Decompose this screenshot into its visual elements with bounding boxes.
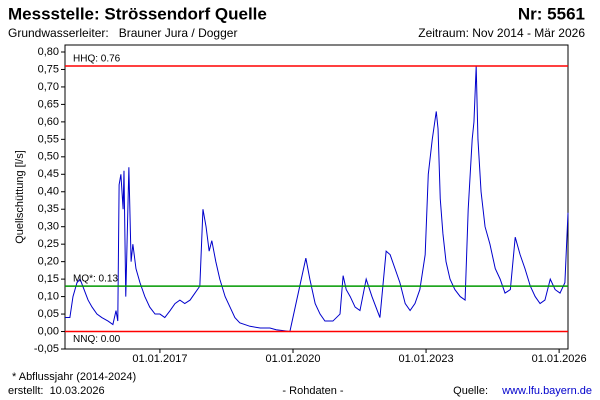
y-tick-label: 0,80 <box>38 46 59 58</box>
x-tick-label: 01.01.2023 <box>399 353 454 365</box>
source-url[interactable]: www.lfu.bayern.de <box>501 385 592 397</box>
y-tick-label: -0,05 <box>34 343 59 355</box>
y-tick-label: 0,30 <box>38 221 59 233</box>
y-tick-label: 0,70 <box>38 81 59 93</box>
y-tick-label: 0,35 <box>38 203 59 215</box>
plot-frame <box>64 44 569 350</box>
station-number: Nr: 5561 <box>518 4 585 23</box>
y-tick-label: 0,20 <box>38 256 59 268</box>
y-tick-label: 0,05 <box>38 308 59 320</box>
created-date: erstellt: 10.03.2026 <box>8 385 105 397</box>
x-tick-label: 01.01.2020 <box>265 353 320 365</box>
y-tick-label: 0,45 <box>38 168 59 180</box>
y-tick-label: 0,55 <box>38 133 59 145</box>
x-tick-label: 01.01.2026 <box>532 353 587 365</box>
reference-label: HHQ: 0.76 <box>73 54 121 65</box>
y-tick-label: 0,60 <box>38 116 59 128</box>
chart-title: Messstelle: Strössendorf Quelle <box>8 4 267 23</box>
period: Zeitraum: Nov 2014 - Mär 2026 <box>418 26 585 40</box>
footnote: * Abflussjahr (2014-2024) <box>12 371 136 383</box>
y-tick-label: 0,00 <box>38 325 59 337</box>
y-tick-label: 0,40 <box>38 186 59 198</box>
data-note: - Rohdaten - <box>282 385 343 397</box>
reference-label: MQ*: 0.13 <box>73 274 118 285</box>
reference-label: NNQ: 0.00 <box>73 334 121 345</box>
subtitle: Grundwasserleiter: Brauner Jura / Dogger <box>8 26 237 40</box>
y-tick-label: 0,50 <box>38 151 59 163</box>
y-tick-label: 0,75 <box>38 63 59 75</box>
y-axis-label: Quellschüttung [l/s] <box>14 150 26 244</box>
source-label: Quelle: <box>453 385 488 397</box>
y-tick-label: 0,25 <box>38 238 59 250</box>
discharge-line <box>65 65 569 333</box>
x-tick-label: 01.01.2017 <box>132 353 187 365</box>
y-tick-label: 0,15 <box>38 273 59 285</box>
y-tick-label: 0,10 <box>38 290 59 302</box>
y-tick-label: 0,65 <box>38 98 59 110</box>
